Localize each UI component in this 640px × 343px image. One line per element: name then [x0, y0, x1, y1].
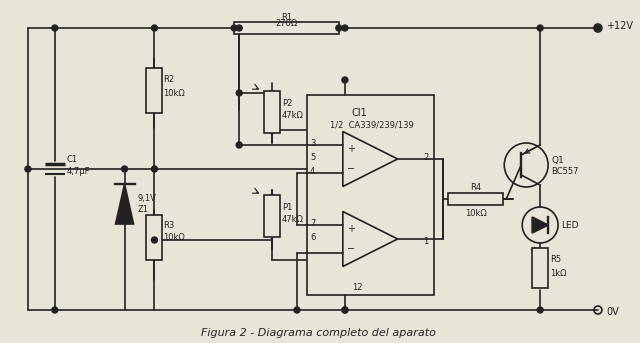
Bar: [147, 215, 163, 260]
Text: Q1: Q1: [551, 155, 564, 165]
Text: R5: R5: [550, 256, 561, 264]
Bar: [147, 68, 163, 113]
Text: +12V: +12V: [606, 21, 633, 31]
Bar: [449, 193, 503, 205]
Text: CI1: CI1: [351, 108, 367, 118]
Bar: [264, 195, 280, 237]
Text: BC557: BC557: [551, 167, 579, 177]
Text: 3: 3: [310, 140, 316, 149]
Text: R4: R4: [470, 184, 481, 192]
Circle shape: [342, 77, 348, 83]
Text: −: −: [347, 164, 355, 174]
Text: 6: 6: [310, 233, 316, 241]
Circle shape: [236, 142, 242, 148]
Text: R2: R2: [163, 75, 175, 84]
Text: 10kΩ: 10kΩ: [163, 234, 185, 243]
Text: 4: 4: [310, 166, 315, 176]
Circle shape: [537, 25, 543, 31]
Text: +: +: [347, 144, 355, 154]
Text: 5: 5: [310, 153, 315, 162]
Text: R3: R3: [163, 221, 175, 229]
Circle shape: [25, 166, 31, 172]
Bar: [307, 95, 433, 295]
Circle shape: [595, 25, 601, 31]
Text: 10kΩ: 10kΩ: [465, 209, 487, 217]
Text: 47kΩ: 47kΩ: [282, 110, 304, 119]
Text: 1: 1: [424, 237, 429, 246]
Text: 1kΩ: 1kΩ: [550, 269, 566, 277]
Text: C1: C1: [67, 154, 78, 164]
Text: 4,7μF: 4,7μF: [67, 166, 90, 176]
Circle shape: [342, 307, 348, 313]
Circle shape: [152, 237, 157, 243]
Circle shape: [294, 307, 300, 313]
Text: 2: 2: [424, 153, 429, 162]
Circle shape: [52, 25, 58, 31]
Text: 9,1V: 9,1V: [138, 194, 156, 203]
Bar: [234, 22, 339, 34]
Bar: [532, 248, 548, 288]
Text: 0V: 0V: [606, 307, 619, 317]
Text: LED: LED: [561, 221, 579, 229]
Text: Figura 2 - Diagrama completo del aparato: Figura 2 - Diagrama completo del aparato: [202, 328, 436, 338]
Bar: [264, 91, 280, 133]
Polygon shape: [532, 217, 548, 233]
Circle shape: [236, 90, 242, 96]
Circle shape: [336, 25, 342, 31]
Circle shape: [152, 166, 157, 172]
Circle shape: [537, 307, 543, 313]
Text: −: −: [347, 244, 355, 254]
Text: 47kΩ: 47kΩ: [282, 215, 304, 225]
Text: 10kΩ: 10kΩ: [163, 88, 185, 97]
Text: P2: P2: [282, 98, 292, 107]
Text: Z1: Z1: [138, 205, 148, 214]
Text: 12: 12: [352, 283, 363, 292]
Circle shape: [231, 25, 237, 31]
Text: 1/2  CA339/239/139: 1/2 CA339/239/139: [330, 120, 413, 130]
Circle shape: [236, 25, 242, 31]
Circle shape: [342, 307, 348, 313]
Text: 270Ω: 270Ω: [275, 20, 298, 28]
Circle shape: [152, 25, 157, 31]
Circle shape: [122, 166, 127, 172]
Text: 7: 7: [310, 220, 316, 228]
Polygon shape: [116, 184, 134, 224]
Text: P1: P1: [282, 203, 292, 213]
Text: +: +: [347, 224, 355, 234]
Circle shape: [342, 25, 348, 31]
Text: R1: R1: [281, 12, 292, 22]
Circle shape: [52, 307, 58, 313]
